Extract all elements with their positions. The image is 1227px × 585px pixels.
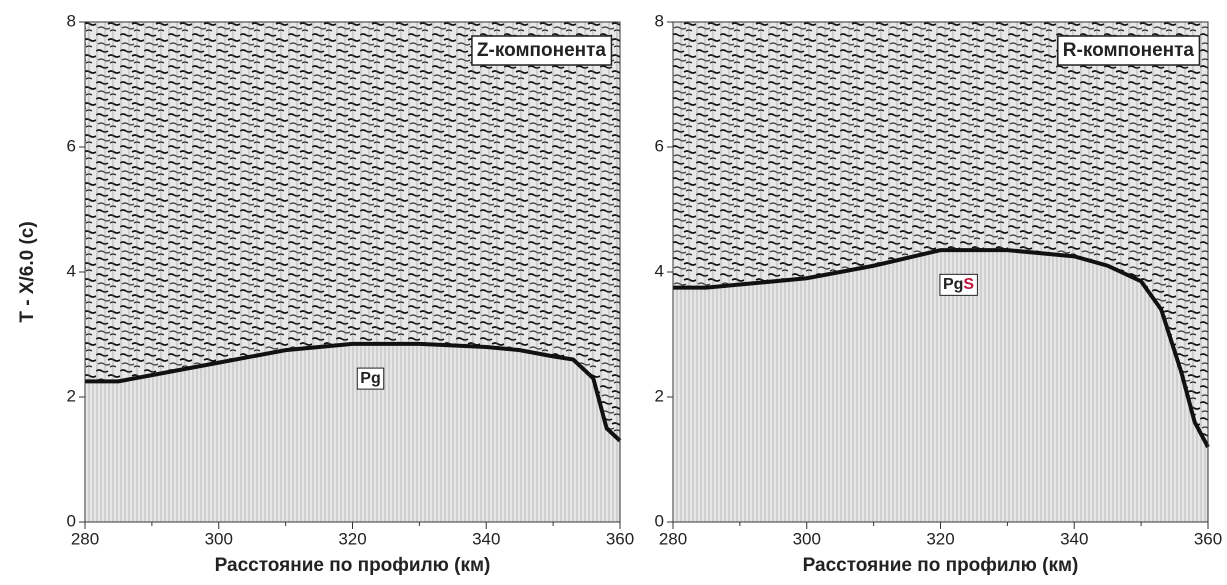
annotation-accent: S bbox=[963, 276, 974, 293]
signal-area bbox=[673, 22, 1208, 447]
y-tick-label: 4 bbox=[67, 261, 76, 280]
x-tick-label: 300 bbox=[205, 529, 233, 548]
y-tick-label: 8 bbox=[655, 11, 664, 30]
annotation: Pg bbox=[360, 370, 380, 387]
y-tick-label: 2 bbox=[655, 386, 664, 405]
title-box bbox=[471, 35, 613, 66]
panel-title: R-компонента bbox=[1063, 40, 1195, 61]
annotation-box bbox=[939, 273, 978, 296]
x-tick-label: 280 bbox=[659, 529, 687, 548]
x-tick-label: 320 bbox=[338, 529, 366, 548]
x-tick-label: 300 bbox=[793, 529, 821, 548]
y-tick-label: 6 bbox=[655, 136, 664, 155]
x-tick-label: 280 bbox=[71, 529, 99, 548]
y-tick-label: 4 bbox=[655, 261, 664, 280]
title-box bbox=[1057, 35, 1201, 66]
y-tick-label: 8 bbox=[67, 11, 76, 30]
y-tick-label: 6 bbox=[67, 136, 76, 155]
annotation-box bbox=[356, 367, 385, 390]
x-tick-label: 340 bbox=[472, 529, 500, 548]
x-tick-label: 360 bbox=[606, 529, 634, 548]
y-axis-label: T - X/6.0 (с) bbox=[17, 221, 38, 322]
annotation-part: Pg bbox=[943, 276, 963, 293]
y-tick-label: 2 bbox=[67, 386, 76, 405]
y-tick-label: 0 bbox=[67, 511, 76, 530]
x-tick-label: 320 bbox=[926, 529, 954, 548]
y-tick-label: 0 bbox=[655, 511, 664, 530]
first-arrival bbox=[673, 248, 1210, 448]
annotation: PgS bbox=[943, 276, 974, 293]
signal-area bbox=[85, 22, 620, 441]
x-axis-label: Расстояние по профилю (км) bbox=[803, 555, 1079, 576]
x-tick-label: 360 bbox=[1194, 529, 1222, 548]
x-tick-label: 340 bbox=[1060, 529, 1088, 548]
first-arrival bbox=[85, 341, 622, 443]
x-axis-label: Расстояние по профилю (км) bbox=[215, 555, 491, 576]
panel-title: Z-компонента bbox=[477, 40, 607, 61]
